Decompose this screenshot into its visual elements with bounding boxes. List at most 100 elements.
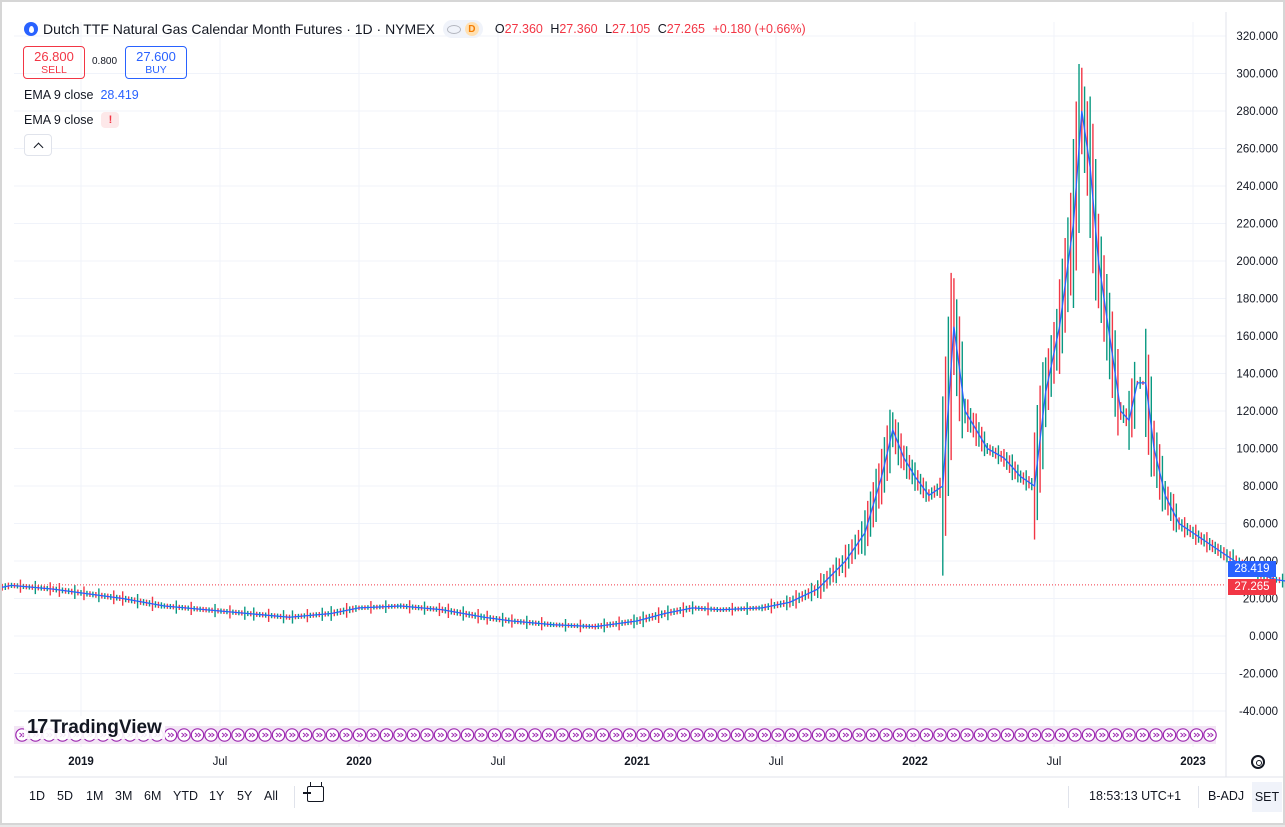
event-marker-glyph — [194, 732, 202, 738]
sell-button[interactable]: 26.800 SELL — [23, 46, 85, 79]
event-marker-glyph — [694, 732, 701, 738]
event-marker-glyph — [491, 732, 499, 738]
y-axis-tick-label: -40.000 — [1239, 706, 1278, 718]
y-axis-tick-label: 240.000 — [1236, 181, 1278, 193]
eye-icon — [446, 24, 461, 34]
event-marker-glyph — [478, 732, 485, 738]
buy-button[interactable]: 27.600 BUY — [125, 46, 187, 79]
event-marker-glyph — [1031, 732, 1039, 738]
event-marker-glyph — [856, 732, 863, 738]
timeframe-5d[interactable]: 5D — [57, 789, 73, 803]
timeframe-ytd[interactable]: YTD — [173, 789, 198, 803]
close-label: C — [657, 22, 667, 36]
warning-icon[interactable]: ! — [101, 112, 120, 128]
clock-readout[interactable]: 18:53:13 UTC+1 — [1089, 789, 1182, 803]
adjustment-toggle[interactable]: B-ADJ — [1208, 789, 1245, 803]
event-marker-glyph — [221, 732, 229, 738]
timeframe-3m[interactable]: 3M — [115, 789, 133, 803]
event-marker-glyph — [869, 732, 877, 738]
event-marker-glyph — [329, 732, 337, 738]
sell-label: SELL — [41, 64, 67, 76]
event-marker-glyph — [1193, 732, 1201, 738]
timeframe-1y[interactable]: 1Y — [209, 789, 225, 803]
event-marker-glyph — [1207, 732, 1214, 738]
indicator-legend-ema-1[interactable]: EMA 9 close 28.419 — [24, 88, 139, 102]
gear-icon[interactable] — [1251, 755, 1265, 769]
event-marker-glyph — [1085, 732, 1093, 738]
event-marker-glyph — [1139, 732, 1147, 738]
event-marker-glyph — [1166, 732, 1174, 738]
event-marker-glyph — [626, 732, 634, 738]
x-axis-tick-label: 2022 — [902, 756, 928, 768]
timeframe-5y[interactable]: 5Y — [237, 789, 253, 803]
event-marker-glyph — [235, 732, 242, 738]
event-marker-glyph — [599, 732, 607, 738]
y-axis-tick-label: 280.000 — [1236, 106, 1278, 118]
event-marker-glyph — [167, 732, 175, 738]
high-value: 27.360 — [559, 22, 598, 36]
symbol-title[interactable]: Dutch TTF Natural Gas Calendar Month Fut… — [43, 21, 435, 37]
timeframe-1m[interactable]: 1M — [86, 789, 104, 803]
tradingview-logo-mark-icon: 17 — [27, 716, 48, 738]
event-marker-glyph — [343, 732, 350, 738]
event-marker-glyph — [464, 732, 472, 738]
indicator-legend-ema-2[interactable]: EMA 9 close ! — [24, 112, 120, 128]
symbol-header: Dutch TTF Natural Gas Calendar Month Fut… — [24, 20, 806, 38]
event-marker-glyph — [923, 732, 931, 738]
event-marker-glyph — [518, 732, 526, 738]
x-axis-tick-label: 2021 — [624, 756, 650, 768]
buy-label: BUY — [145, 64, 167, 76]
y-axis-tick-label: 260.000 — [1236, 144, 1278, 156]
event-marker-glyph — [208, 732, 215, 738]
toolbar-divider — [1068, 786, 1069, 808]
event-marker-glyph — [383, 732, 391, 738]
timeframe-all[interactable]: All — [264, 789, 278, 803]
spread-value: 0.800 — [92, 56, 118, 67]
event-marker-glyph — [302, 732, 310, 738]
event-marker-glyph — [451, 732, 458, 738]
event-marker-glyph — [748, 732, 755, 738]
y-axis-tick-label: 220.000 — [1236, 219, 1278, 231]
indicator-name: EMA 9 close — [24, 88, 94, 102]
event-marker-glyph — [532, 732, 539, 738]
y-axis-tick-label: 300.000 — [1236, 69, 1278, 81]
date-range-icon[interactable] — [303, 782, 324, 802]
data-status-badge[interactable]: D — [442, 20, 483, 38]
event-marker-glyph — [721, 732, 728, 738]
open-value: 27.360 — [504, 22, 543, 36]
ema-price-tag: 28.419 — [1228, 561, 1276, 577]
y-axis-tick-label: 80.000 — [1243, 481, 1278, 493]
y-axis-tick-label: 20.000 — [1243, 594, 1278, 606]
event-marker-glyph — [1153, 732, 1160, 738]
y-axis-tick-label: 180.000 — [1236, 294, 1278, 306]
event-marker-glyph — [1126, 732, 1133, 738]
event-marker-glyph — [437, 732, 445, 738]
y-axis-tick-label: -20.000 — [1239, 669, 1278, 681]
event-marker-glyph — [775, 732, 782, 738]
y-axis-tick-label: 200.000 — [1236, 256, 1278, 268]
delayed-badge-icon: D — [464, 22, 479, 36]
event-marker-glyph — [262, 732, 269, 738]
event-marker-glyph — [613, 732, 620, 738]
buy-price: 27.600 — [136, 49, 176, 64]
event-marker-glyph — [559, 732, 566, 738]
toolbar-divider — [1198, 786, 1199, 808]
timeframe-6m[interactable]: 6M — [144, 789, 162, 803]
sell-price: 26.800 — [34, 49, 74, 64]
event-marker-glyph — [829, 732, 836, 738]
event-marker-glyph — [289, 732, 296, 738]
event-marker-glyph — [815, 732, 823, 738]
event-marker-glyph — [734, 732, 742, 738]
ema-line — [2, 110, 1285, 628]
event-marker-glyph — [937, 732, 944, 738]
y-axis-tick-label: 0.000 — [1249, 631, 1278, 643]
timeframe-1d[interactable]: 1D — [29, 789, 45, 803]
collapse-legend-button[interactable] — [24, 134, 52, 156]
y-axis-tick-label: 100.000 — [1236, 444, 1278, 456]
event-marker-glyph — [370, 732, 377, 738]
event-marker-glyph — [964, 732, 971, 738]
y-axis-tick-label: 60.000 — [1243, 519, 1278, 531]
tradingview-logo[interactable]: 17 TradingView — [24, 716, 165, 739]
settlement-toggle[interactable]: SET — [1252, 782, 1282, 812]
